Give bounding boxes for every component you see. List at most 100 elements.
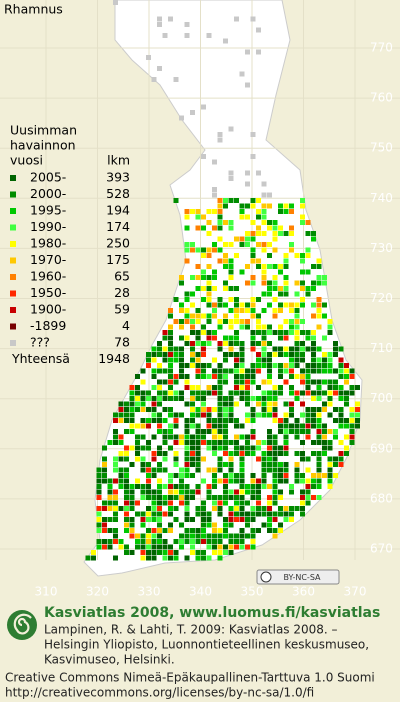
occurrence-cell	[256, 324, 261, 330]
occurrence-cell	[267, 467, 272, 473]
occurrence-cell	[256, 49, 261, 55]
occurrence-cell	[190, 423, 195, 429]
occurrence-cell	[157, 66, 162, 71]
occurrence-cell	[338, 368, 344, 374]
occurrence-cell	[234, 495, 239, 500]
occurrence-cell	[234, 297, 239, 302]
occurrence-cell	[140, 401, 146, 407]
occurrence-cell	[338, 407, 344, 412]
occurrence-cell	[283, 418, 289, 423]
occurrence-cell	[349, 374, 355, 379]
occurrence-cell	[217, 346, 223, 352]
occurrence-cell	[294, 324, 300, 330]
occurrence-cell	[173, 346, 179, 352]
occurrence-cell	[239, 489, 245, 495]
occurrence-cell	[305, 253, 311, 258]
occurrence-cell	[289, 517, 294, 522]
occurrence-cell	[228, 286, 234, 291]
y-label: 700	[370, 391, 393, 405]
occurrence-cell	[190, 352, 195, 357]
occurrence-cell	[250, 511, 256, 517]
occurrence-cell	[267, 500, 272, 506]
occurrence-cell	[184, 445, 190, 451]
occurrence-cell	[206, 423, 212, 429]
occurrence-cell	[311, 379, 316, 385]
occurrence-cell	[201, 456, 206, 462]
occurrence-cell	[151, 385, 157, 390]
occurrence-cell	[168, 495, 173, 500]
occurrence-cell	[184, 418, 190, 423]
occurrence-cell	[179, 533, 184, 539]
occurrence-cell	[272, 467, 278, 473]
occurrence-cell	[261, 467, 267, 473]
occurrence-cell	[151, 368, 157, 374]
occurrence-cell	[245, 396, 250, 401]
occurrence-cell	[212, 357, 217, 363]
occurrence-cell	[195, 352, 201, 357]
occurrence-cell	[184, 467, 190, 473]
occurrence-cell	[272, 330, 278, 335]
occurrence-cell	[316, 434, 322, 440]
occurrence-cell	[212, 209, 217, 214]
occurrence-cell	[250, 489, 256, 495]
occurrence-cell	[190, 209, 195, 214]
occurrence-cell	[107, 489, 113, 495]
occurrence-cell	[135, 440, 140, 445]
occurrence-cell	[184, 495, 190, 500]
occurrence-cell	[245, 374, 250, 379]
occurrence-cell	[184, 225, 190, 231]
occurrence-cell	[107, 506, 113, 511]
occurrence-cell	[113, 555, 118, 561]
occurrence-cell	[195, 489, 201, 495]
occurrence-cell	[151, 555, 157, 561]
occurrence-cell	[250, 231, 256, 236]
occurrence-cell	[184, 242, 190, 247]
occurrence-cell	[294, 308, 300, 313]
occurrence-cell	[228, 390, 234, 396]
occurrence-cell	[135, 511, 140, 517]
occurrence-cell	[195, 440, 201, 445]
occurrence-cell	[245, 434, 250, 440]
occurrence-cell	[267, 462, 272, 467]
occurrence-cell	[267, 506, 272, 511]
occurrence-cell	[267, 401, 272, 407]
occurrence-cell	[206, 313, 212, 319]
occurrence-cell	[267, 368, 272, 374]
occurrence-cell	[129, 385, 135, 390]
occurrence-cell	[344, 363, 349, 368]
occurrence-cell	[206, 319, 212, 324]
legend-count: 250	[106, 236, 130, 251]
occurrence-cell	[327, 456, 333, 462]
occurrence-cell	[234, 473, 239, 478]
occurrence-cell	[212, 418, 217, 423]
occurrence-cell	[212, 484, 217, 489]
occurrence-cell	[212, 187, 217, 192]
occurrence-cell	[272, 528, 278, 533]
occurrence-cell	[305, 429, 311, 434]
occurrence-cell	[184, 456, 190, 462]
occurrence-cell	[234, 489, 239, 495]
legend-label: 1900-	[30, 302, 66, 317]
occurrence-cell	[316, 478, 322, 484]
occurrence-cell	[168, 473, 173, 478]
occurrence-cell	[212, 429, 217, 434]
occurrence-cell	[173, 423, 179, 429]
occurrence-cell	[113, 478, 118, 484]
occurrence-cell	[184, 258, 190, 264]
occurrence-cell	[168, 484, 173, 489]
occurrence-cell	[261, 462, 267, 467]
legend-swatch	[10, 307, 16, 313]
occurrence-cell	[261, 181, 267, 187]
occurrence-cell	[113, 489, 118, 495]
occurrence-cell	[278, 374, 283, 379]
occurrence-cell	[239, 528, 245, 533]
occurrence-cell	[151, 500, 157, 506]
occurrence-cell	[256, 511, 261, 517]
occurrence-cell	[228, 511, 234, 517]
occurrence-cell	[217, 390, 223, 396]
occurrence-cell	[190, 539, 195, 544]
legend-label: 2005-	[30, 170, 66, 185]
occurrence-cell	[157, 539, 162, 544]
occurrence-cell	[245, 517, 250, 522]
occurrence-cell	[283, 473, 289, 478]
